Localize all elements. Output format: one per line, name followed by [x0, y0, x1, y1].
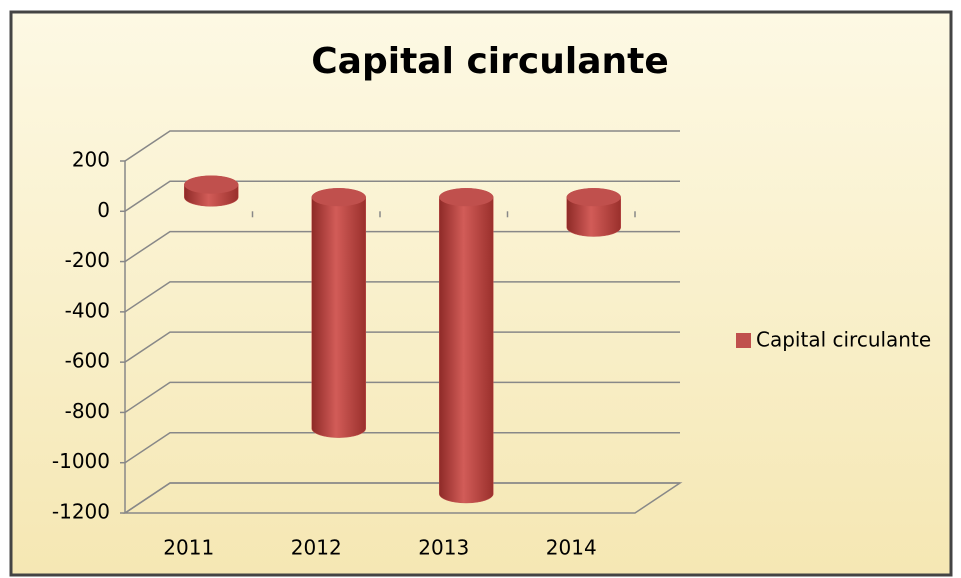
legend-label: Capital circulante [756, 328, 931, 352]
legend-swatch [736, 333, 751, 348]
bar-cap [184, 175, 239, 194]
x-tick-label: 2011 [163, 536, 214, 560]
grid-line [124, 180, 680, 212]
y-tick-label: -1000 [52, 449, 110, 473]
grid-line [124, 482, 680, 514]
y-tick-label: -800 [65, 399, 110, 423]
bar-cap [566, 188, 621, 207]
grid-line [124, 230, 680, 263]
grid-line [124, 331, 680, 363]
y-tick-label: -400 [65, 298, 110, 322]
bar [311, 188, 366, 438]
bar [439, 188, 494, 504]
x-tick-label: 2013 [418, 536, 469, 560]
bar-cap [439, 188, 494, 207]
grid-line [124, 431, 680, 464]
bar-cap [311, 188, 366, 207]
y-tick-label: -1200 [52, 500, 110, 524]
y-tick-label: -200 [65, 248, 110, 272]
y-tick-label: 0 [97, 198, 110, 222]
x-tick-label: 2012 [291, 536, 342, 560]
chart-title: Capital circulante [311, 41, 669, 82]
grid-line [124, 281, 680, 313]
y-tick-label: 200 [72, 148, 110, 172]
grid-line [124, 381, 680, 414]
x-tick-label: 2014 [546, 536, 597, 560]
grid-line [124, 130, 680, 162]
y-tick-label: -600 [65, 349, 110, 373]
